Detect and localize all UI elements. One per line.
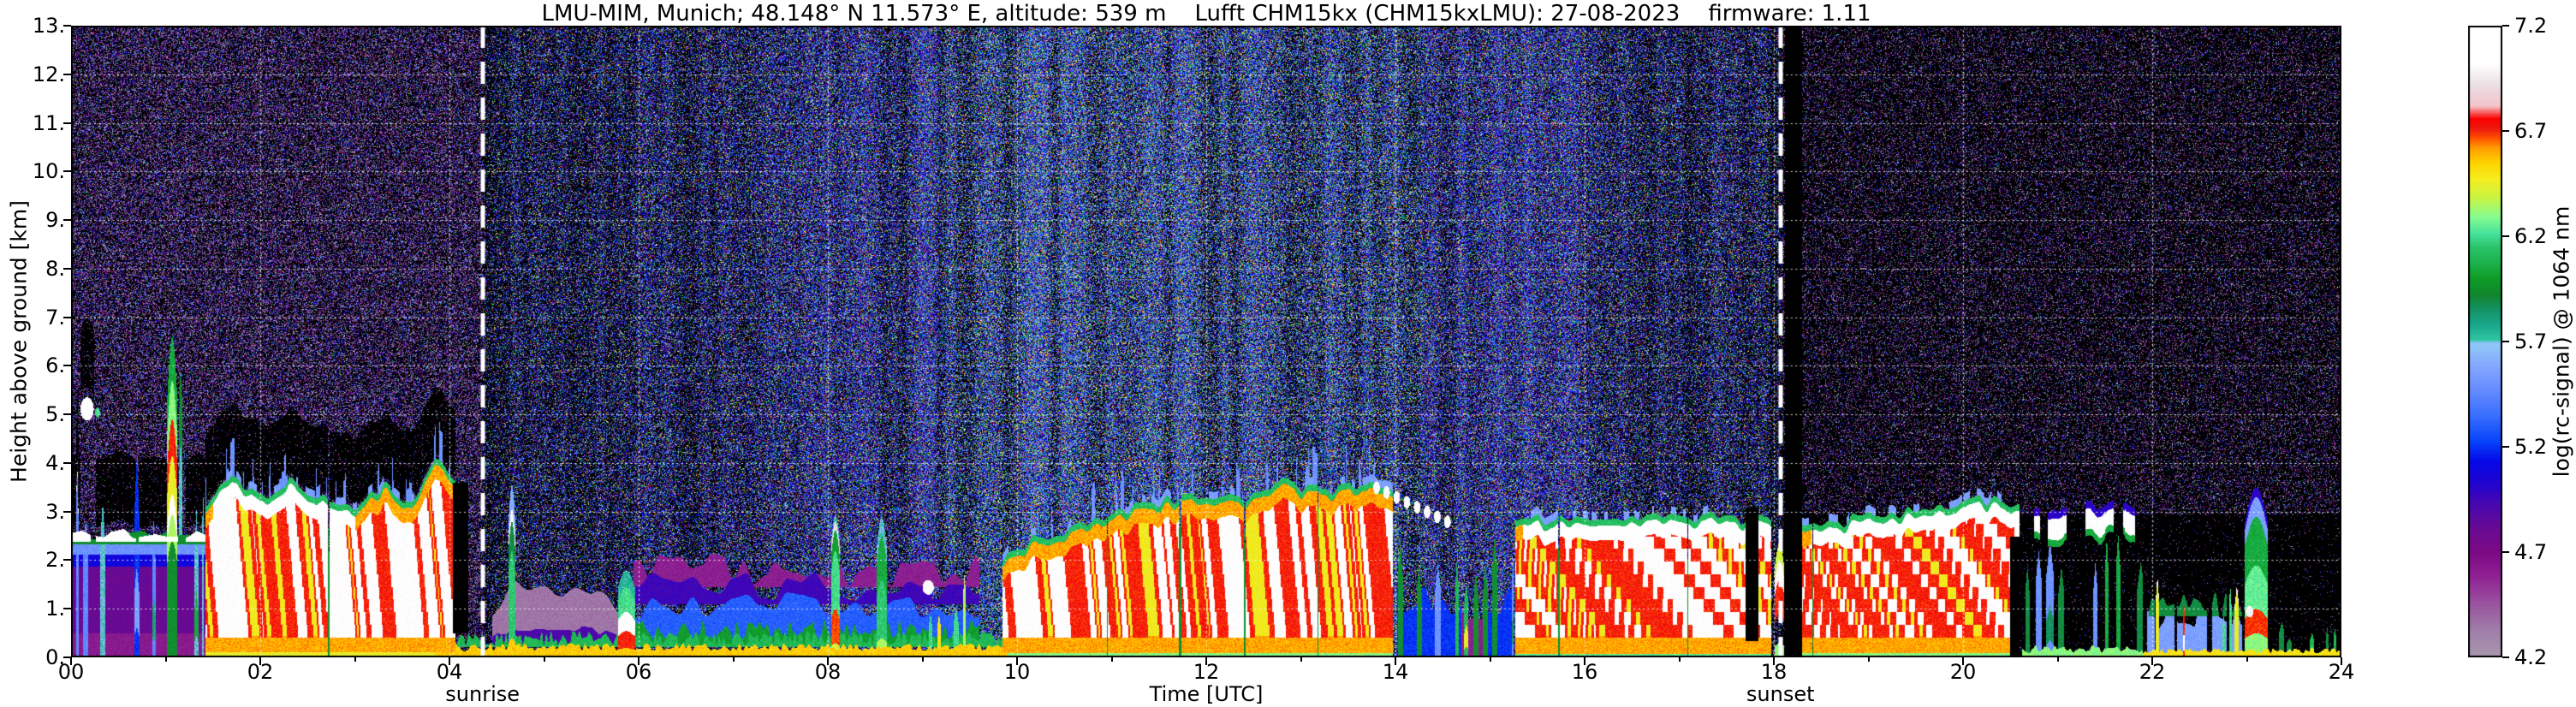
x-minor-tick <box>1300 657 1302 662</box>
y-tick-label: 6. <box>45 354 65 378</box>
backscatter-heatmap <box>71 26 2341 657</box>
x-tick-label: 04 <box>436 660 463 684</box>
x-minor-tick <box>1111 657 1113 662</box>
x-major-tick <box>2341 657 2342 665</box>
sunset-annotation: sunset <box>1746 682 1815 706</box>
y-tick-label: 10. <box>32 159 65 184</box>
colorbar-tick-label: 7.2 <box>2514 14 2548 38</box>
x-minor-tick <box>2246 657 2248 662</box>
y-tick <box>63 608 71 610</box>
x-major-tick <box>1395 657 1396 665</box>
colorbar-tick-label: 4.7 <box>2514 540 2548 564</box>
y-tick <box>63 510 71 513</box>
x-tick-label: 00 <box>57 660 85 684</box>
y-tick-label: 3. <box>45 499 65 524</box>
y-tick <box>63 316 71 318</box>
x-minor-tick <box>354 657 356 662</box>
y-tick <box>63 559 71 561</box>
y-tick-label: 9. <box>45 208 65 233</box>
y-tick-label: 12. <box>32 62 65 86</box>
x-minor-tick <box>544 657 545 662</box>
x-tick-label: 08 <box>814 660 842 684</box>
y-tick <box>63 365 71 367</box>
colorbar-tick-label: 4.2 <box>2514 645 2548 669</box>
x-tick-label: 16 <box>1571 660 1598 684</box>
y-tick-label: 11. <box>32 110 65 135</box>
colorbar-tick <box>2502 656 2509 658</box>
x-minor-tick <box>165 657 167 662</box>
x-major-tick <box>1962 657 1964 665</box>
y-tick-label: 8. <box>45 256 65 281</box>
y-tick <box>63 461 71 464</box>
x-major-tick <box>1205 657 1207 665</box>
y-tick-label: 2. <box>45 548 65 573</box>
colorbar-tick-label: 6.2 <box>2514 224 2548 248</box>
x-tick-label: 06 <box>625 660 652 684</box>
x-tick-label: 20 <box>1949 660 1977 684</box>
sunrise-annotation: sunrise <box>445 682 521 706</box>
x-major-tick <box>1773 657 1775 665</box>
x-minor-tick <box>2057 657 2059 662</box>
x-major-tick <box>827 657 829 665</box>
y-tick-label: 13. <box>32 14 65 38</box>
y-tick-label: 5. <box>45 402 65 427</box>
x-tick-label: 18 <box>1760 660 1788 684</box>
x-major-tick <box>449 657 450 665</box>
colorbar-tick <box>2502 551 2509 553</box>
colorbar-label: log(rc-signal) @ 1064 nm <box>2549 205 2574 478</box>
y-axis-label: Height above ground [km] <box>6 200 32 483</box>
x-tick-label: 14 <box>1382 660 1409 684</box>
x-minor-tick <box>922 657 924 662</box>
x-tick-label: 24 <box>2328 660 2355 684</box>
colorbar <box>2468 26 2502 657</box>
x-minor-tick <box>1490 657 1491 662</box>
colorbar-tick-label: 5.2 <box>2514 435 2548 459</box>
y-tick-label: 4. <box>45 450 65 475</box>
x-major-tick <box>2151 657 2153 665</box>
x-tick-label: 02 <box>247 660 274 684</box>
x-major-tick <box>259 657 261 665</box>
colorbar-tick <box>2502 446 2509 448</box>
colorbar-tick <box>2502 130 2509 132</box>
colorbar-tick-label: 6.7 <box>2514 119 2548 143</box>
colorbar-tick <box>2502 235 2509 237</box>
y-tick-label: 1. <box>45 597 65 621</box>
x-major-tick <box>70 657 72 665</box>
y-tick <box>63 656 71 658</box>
y-tick-label: 0. <box>45 645 65 669</box>
y-tick-label: 7. <box>45 305 65 330</box>
x-tick-label: 10 <box>1003 660 1031 684</box>
x-major-tick <box>1016 657 1018 665</box>
x-tick-label: 12 <box>1193 660 1220 684</box>
y-tick <box>63 73 71 75</box>
y-tick <box>63 413 71 416</box>
y-tick <box>63 267 71 270</box>
x-tick-label: 22 <box>2139 660 2166 684</box>
colorbar-tick <box>2502 25 2509 27</box>
x-axis-label: Time [UTC] <box>1149 682 1264 706</box>
y-tick <box>63 25 71 27</box>
plot-title: LMU-MIM, Munich; 48.148° N 11.573° E, al… <box>541 1 1871 27</box>
colorbar-tick-label: 5.7 <box>2514 330 2548 354</box>
x-minor-tick <box>1679 657 1681 662</box>
x-minor-tick <box>733 657 735 662</box>
y-tick <box>63 219 71 222</box>
x-major-tick <box>638 657 640 665</box>
y-tick <box>63 122 71 124</box>
x-minor-tick <box>1868 657 1870 662</box>
y-tick <box>63 170 71 173</box>
colorbar-tick <box>2502 341 2509 342</box>
x-major-tick <box>1584 657 1585 665</box>
